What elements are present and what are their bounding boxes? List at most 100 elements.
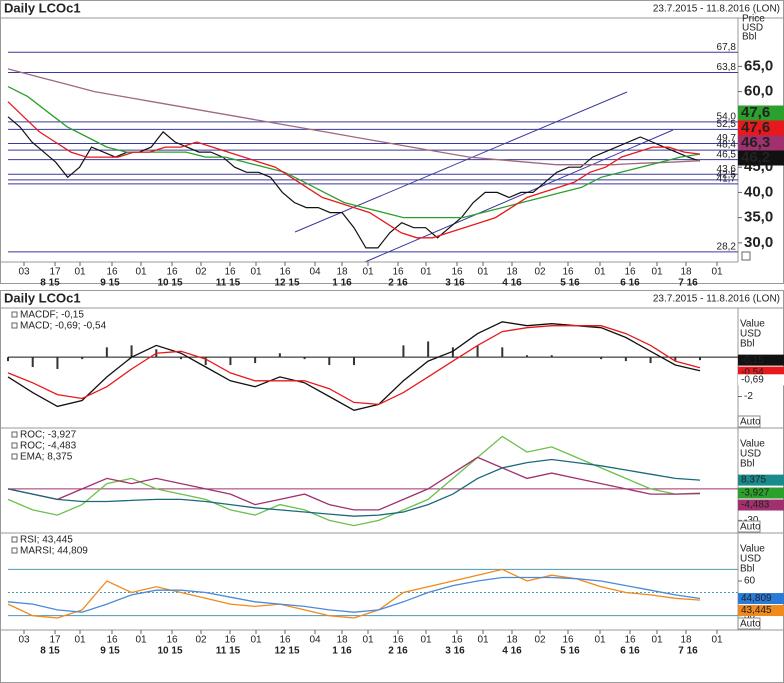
x-month-label: 5 16 bbox=[560, 278, 580, 289]
legend-swatch bbox=[11, 442, 18, 449]
axis-unit: Bbl bbox=[740, 459, 754, 470]
x-month-label: 2 16 bbox=[388, 278, 408, 289]
axis-unit: Bbl bbox=[740, 339, 754, 350]
histogram-bar bbox=[550, 355, 553, 358]
x-day-label: 02 bbox=[534, 635, 546, 646]
x-day-label: 16 bbox=[279, 635, 291, 646]
level-label: 28,2 bbox=[717, 242, 737, 253]
level-label: 46,5 bbox=[717, 149, 737, 160]
value-box-label: -0,15 bbox=[741, 355, 764, 366]
x-month-label: 8 15 bbox=[40, 646, 60, 657]
x-day-label: 02 bbox=[534, 267, 546, 278]
legend-swatch bbox=[11, 322, 18, 329]
series-line bbox=[7, 86, 701, 219]
level-label: 41,7 bbox=[717, 174, 737, 185]
trend-channel bbox=[364, 129, 674, 263]
legend-swatch bbox=[11, 431, 18, 438]
value-box bbox=[738, 374, 784, 386]
auto-button-label[interactable]: Auto bbox=[740, 522, 761, 533]
value-box bbox=[738, 499, 784, 511]
legend-entry: MACD; -0,69; -0,54 bbox=[20, 321, 107, 332]
axis-unit: Value bbox=[740, 319, 765, 330]
x-month-label: 1 16 bbox=[332, 278, 352, 289]
histogram-bar bbox=[699, 357, 701, 361]
x-day-label: 18 bbox=[680, 635, 692, 646]
level-label: 67,8 bbox=[717, 42, 737, 53]
x-day-label: 01 bbox=[74, 635, 86, 646]
value-box-label: 46,2 bbox=[741, 149, 770, 166]
date-range: 23.7.2015 - 11.8.2016 (LON) bbox=[653, 294, 780, 305]
legend-entry: ROC; -4,483 bbox=[20, 441, 77, 452]
scale-button[interactable] bbox=[741, 251, 751, 261]
series-line bbox=[7, 576, 701, 613]
x-day-label: 16 bbox=[224, 635, 236, 646]
histogram-bar bbox=[600, 357, 603, 360]
x-day-label: 01 bbox=[651, 267, 663, 278]
x-month-label: 4 16 bbox=[502, 646, 522, 657]
x-day-label: 17 bbox=[49, 267, 61, 278]
x-day-label: 18 bbox=[336, 635, 348, 646]
x-month-label: 9 15 bbox=[100, 278, 120, 289]
value-box-label: -4,483 bbox=[741, 500, 770, 511]
histogram-bar bbox=[105, 347, 108, 358]
histogram-bar bbox=[31, 357, 34, 368]
x-day-label: 01 bbox=[135, 635, 147, 646]
histogram-bar bbox=[476, 345, 479, 358]
histogram-bar bbox=[427, 341, 430, 358]
value-box-label: -0,69 bbox=[741, 374, 764, 385]
x-day-label: 01 bbox=[250, 267, 262, 278]
x-day-label: 18 bbox=[680, 267, 692, 278]
histogram-bar bbox=[402, 345, 405, 358]
x-day-label: 16 bbox=[562, 267, 574, 278]
axis-unit: Value bbox=[740, 439, 765, 450]
date-range: 23.7.2015 - 11.8.2016 (LON) bbox=[653, 4, 780, 15]
legend-swatch bbox=[11, 547, 18, 554]
value-box-label: 44,809 bbox=[741, 593, 772, 604]
x-day-label: 16 bbox=[106, 267, 118, 278]
x-month-label: 3 16 bbox=[445, 646, 465, 657]
value-box-label: 47,6 bbox=[741, 104, 770, 121]
x-day-label: 16 bbox=[166, 267, 178, 278]
histogram-bar bbox=[451, 347, 454, 358]
y-tick-label: 35,0 bbox=[744, 209, 773, 226]
legend-entry: MARSI; 44,809 bbox=[20, 546, 88, 557]
value-box bbox=[738, 150, 784, 166]
level-label: 63,8 bbox=[717, 62, 737, 73]
value-box-label: -0,54 bbox=[741, 367, 764, 378]
auto-button-label[interactable]: Auto bbox=[740, 619, 761, 630]
x-day-label: 16 bbox=[279, 267, 291, 278]
x-month-label: 12 15 bbox=[274, 278, 299, 289]
series-line bbox=[7, 325, 701, 406]
x-day-label: 16 bbox=[106, 635, 118, 646]
x-day-label: 01 bbox=[477, 635, 489, 646]
y-tick-label: 60,0 bbox=[744, 83, 773, 100]
series-line bbox=[7, 458, 701, 517]
value-box bbox=[738, 605, 784, 617]
x-day-label: 16 bbox=[224, 267, 236, 278]
y-tick-label: 60 bbox=[744, 576, 756, 587]
histogram-bar bbox=[501, 347, 504, 358]
x-day-label: 04 bbox=[309, 635, 321, 646]
auto-button-label[interactable]: Auto bbox=[740, 417, 761, 428]
auto-button[interactable] bbox=[737, 415, 761, 428]
axis-unit: Value bbox=[740, 544, 765, 555]
x-day-label: 03 bbox=[18, 267, 30, 278]
x-month-label: 6 16 bbox=[620, 278, 640, 289]
series-line bbox=[7, 101, 701, 239]
axis-unit: Bbl bbox=[742, 32, 756, 43]
x-month-label: 10 15 bbox=[157, 278, 182, 289]
auto-button[interactable] bbox=[737, 617, 761, 630]
x-day-label: 16 bbox=[451, 267, 463, 278]
auto-button[interactable] bbox=[737, 520, 761, 533]
x-day-label: 16 bbox=[166, 635, 178, 646]
histogram-bar bbox=[81, 357, 84, 360]
histogram-bar bbox=[328, 357, 331, 366]
x-day-label: 01 bbox=[362, 267, 374, 278]
legend-entry: MACDF; -0,15 bbox=[20, 310, 84, 321]
x-day-label: 16 bbox=[624, 267, 636, 278]
x-month-label: 12 15 bbox=[274, 646, 299, 657]
value-box bbox=[738, 487, 784, 499]
x-day-label: 01 bbox=[420, 635, 432, 646]
histogram-bar bbox=[204, 357, 207, 366]
legend-swatch bbox=[11, 453, 18, 460]
